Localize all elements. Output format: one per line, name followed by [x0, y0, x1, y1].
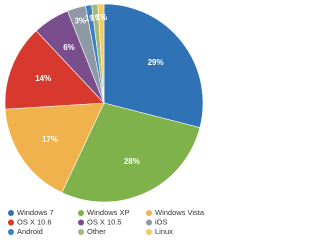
legend-swatch	[78, 219, 84, 226]
slice-label: 1%	[96, 13, 108, 22]
slice-label: 28%	[124, 157, 140, 166]
slice-label: 1%	[90, 13, 102, 22]
pie-slice	[103, 3, 204, 128]
legend-label: Android	[17, 227, 43, 236]
legend-label: OS X 10.5	[87, 217, 122, 226]
legend-label: Linux	[155, 227, 173, 236]
slice-label: 1%	[85, 14, 97, 23]
slice-label: 6%	[63, 43, 75, 52]
pie-slice	[97, 3, 105, 104]
slice-label: 14%	[35, 74, 51, 83]
chart: 29%28%17%14%6%3%1%1%1%Windows 7 Windows X…	[4, 3, 205, 236]
legend-label: Other	[87, 227, 106, 236]
legend-label: Windows Vista	[155, 208, 205, 217]
legend-label: iOS	[155, 217, 168, 226]
legend-swatch	[146, 229, 152, 235]
legend-swatch	[78, 229, 84, 235]
slice-label: 17%	[42, 135, 58, 144]
legend-label: OS X 10.6	[17, 217, 52, 226]
legend-swatch	[78, 210, 84, 216]
slice-label: 3%	[74, 16, 86, 25]
pie-slice	[4, 102, 105, 193]
pie-slice	[4, 30, 105, 110]
legend-swatch	[146, 219, 152, 226]
legend-swatch	[146, 210, 152, 216]
legend-label: Windows XP	[87, 208, 130, 217]
legend-swatch	[8, 219, 14, 226]
pie-slice	[61, 102, 201, 203]
slice-label: 29%	[148, 58, 164, 67]
legend-swatch	[8, 229, 14, 235]
legend-label: Windows 7	[17, 208, 54, 217]
legend-swatch	[8, 210, 14, 216]
page: {"chart_data": {"type": "pie", "categori…	[4, 3, 205, 236]
